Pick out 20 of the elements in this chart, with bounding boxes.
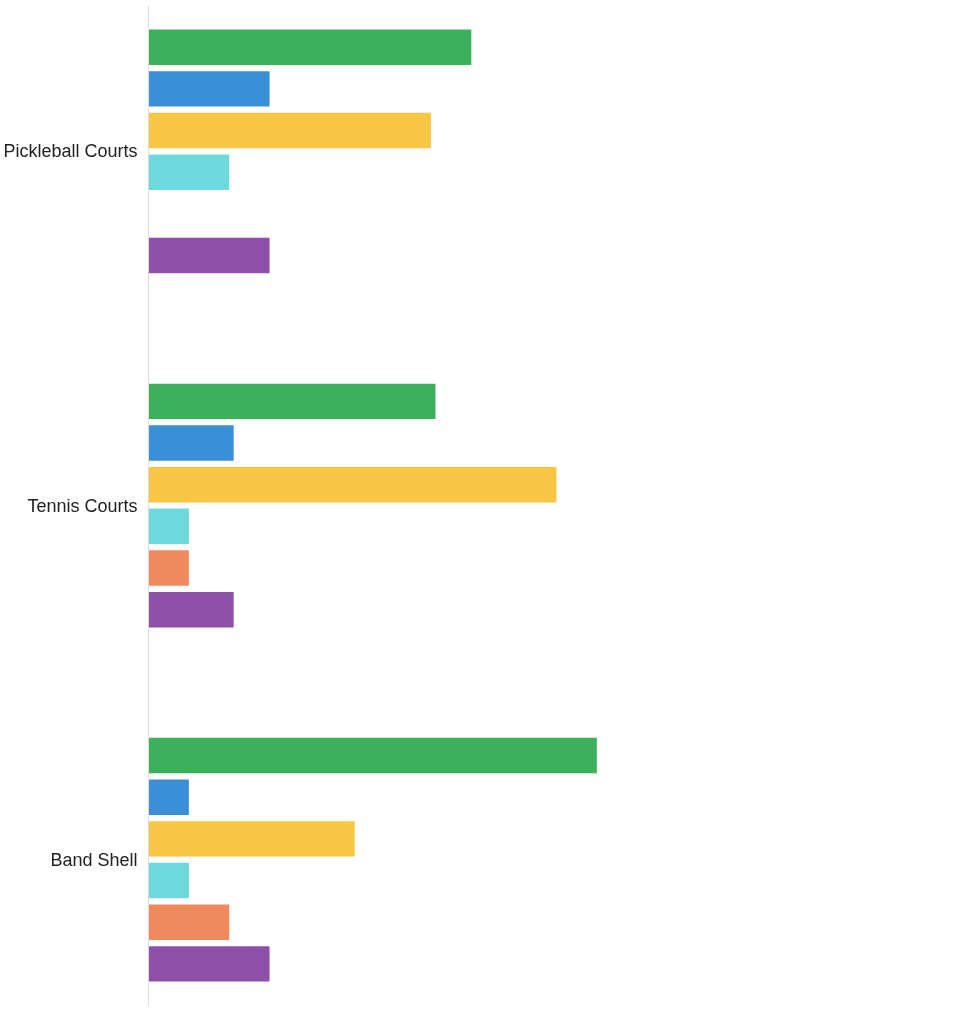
bar [148,29,472,65]
bar [148,466,557,503]
bar [148,737,597,774]
bar [148,112,431,149]
bar [148,550,189,586]
bar [148,821,355,857]
bar [148,237,270,274]
bar [148,425,234,461]
bar [148,862,189,899]
y-tick-label: Pickleball Courts [3,141,138,162]
bar [148,71,270,107]
bar [148,508,189,545]
bar [148,904,230,940]
bar [148,779,189,815]
y-tick-label: Tennis Courts [27,495,138,516]
bar [148,154,230,190]
bar [148,946,270,982]
y-tick-label: Band Shell [50,849,138,870]
bar [148,591,234,628]
bar [148,383,436,420]
